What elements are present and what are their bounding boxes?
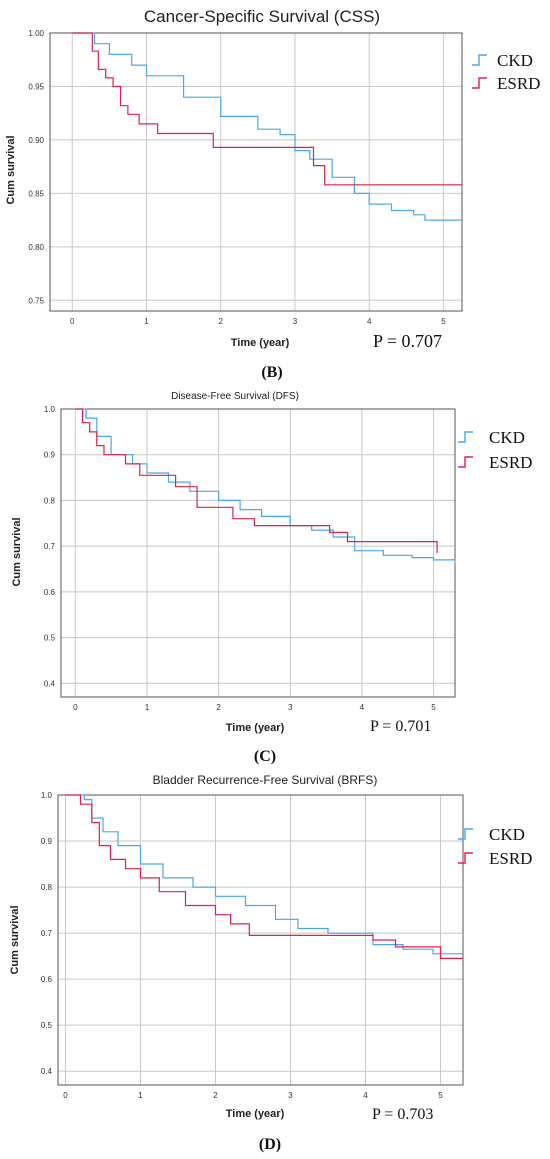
x-tick-label: 2 xyxy=(216,703,221,712)
survival-curve-ckd xyxy=(65,794,463,955)
survival-curve-esrd xyxy=(72,32,462,186)
chart-title: Cancer-Specific Survival (CSS) xyxy=(144,7,380,26)
x-axis-label: Time (year) xyxy=(226,1108,285,1120)
x-tick-label: 1 xyxy=(144,317,149,326)
y-axis-label: Cum survival xyxy=(11,517,23,586)
y-tick-label: 0.95 xyxy=(28,82,44,91)
y-tick-label: 0.6 xyxy=(44,588,56,597)
panel-label: (D) xyxy=(259,1136,281,1153)
legend-label-ckd: CKD xyxy=(489,825,525,844)
chart-panel-2: Disease-Free Survival (DFS) 1.0 0.9 0.8 0.7 0… xyxy=(11,391,532,765)
y-tick-label: 0.4 xyxy=(41,1067,53,1076)
legend-swatch-esrd xyxy=(458,852,473,864)
chart-panel-1: Cancer-Specific Survival (CSS) 1.00 0.95 0.… xyxy=(5,7,540,381)
y-tick-label: 0.4 xyxy=(44,679,56,688)
x-tick-label: 2 xyxy=(213,1091,218,1100)
x-tick-label: 4 xyxy=(363,1091,368,1100)
y-tick-label: 0.7 xyxy=(44,542,56,551)
legend-swatch-ckd xyxy=(458,431,473,443)
legend-label-esrd: ESRD xyxy=(489,849,532,868)
y-tick-label: 0.6 xyxy=(41,975,53,984)
plot-frame xyxy=(57,794,464,1086)
x-tick-label: 1 xyxy=(145,703,150,712)
x-axis-label: Time (year) xyxy=(231,337,290,349)
panel-label: (C) xyxy=(254,748,276,765)
x-tick-label: 5 xyxy=(438,1091,443,1100)
x-tick-label: 0 xyxy=(63,1091,68,1100)
y-tick-label: 0.9 xyxy=(44,451,56,460)
chart-title: Disease-Free Survival (DFS) xyxy=(171,391,299,402)
plot-frame xyxy=(49,32,463,312)
y-tick-label: 1.0 xyxy=(41,791,53,800)
legend-label-esrd: ESRD xyxy=(489,453,532,472)
x-tick-label: 5 xyxy=(441,317,446,326)
y-axis-label: Cum survival xyxy=(5,135,17,204)
legend-label-esrd: ESRD xyxy=(497,74,540,93)
x-tick-label: 4 xyxy=(360,703,365,712)
x-tick-label: 3 xyxy=(288,703,293,712)
y-tick-label: 0.75 xyxy=(28,296,44,305)
x-tick-label: 5 xyxy=(431,703,436,712)
x-tick-label: 3 xyxy=(293,317,298,326)
x-tick-label: 4 xyxy=(367,317,372,326)
x-tick-label: 2 xyxy=(219,317,224,326)
y-tick-label: 0.7 xyxy=(41,929,53,938)
x-tick-label: 1 xyxy=(138,1091,143,1100)
y-tick-label: 0.5 xyxy=(44,634,56,643)
chart-panel-3: Bladder Recurrence-Free Survival (BRFS) 1… xyxy=(9,773,532,1153)
p-value: P = 0.703 xyxy=(372,1106,433,1123)
panel-label: (B) xyxy=(261,364,282,381)
y-axis-label: Cum survival xyxy=(9,905,21,974)
survival-curve-esrd xyxy=(75,408,438,553)
y-tick-label: 0.85 xyxy=(28,189,44,198)
legend-label-ckd: CKD xyxy=(489,428,525,447)
legend-swatch-esrd xyxy=(472,77,487,89)
plot-frame xyxy=(60,408,456,698)
y-tick-label: 0.80 xyxy=(28,243,44,252)
survival-curve-ckd xyxy=(75,408,456,564)
survival-curve-ckd xyxy=(72,32,462,221)
x-tick-label: 0 xyxy=(70,317,75,326)
y-tick-label: 0.8 xyxy=(44,496,56,505)
p-value: P = 0.707 xyxy=(373,331,442,351)
legend-swatch-ckd xyxy=(472,54,487,66)
y-tick-label: 0.8 xyxy=(41,883,53,892)
y-tick-label: 0.90 xyxy=(28,136,44,145)
legend-swatch-ckd xyxy=(458,828,473,840)
y-tick-label: 0.5 xyxy=(41,1021,53,1030)
x-axis-label: Time (year) xyxy=(226,722,285,734)
y-tick-label: 1.0 xyxy=(44,405,56,414)
survival-curve-esrd xyxy=(65,794,463,959)
y-tick-label: 0.9 xyxy=(41,837,53,846)
legend-swatch-esrd xyxy=(458,456,473,468)
x-tick-label: 0 xyxy=(73,703,78,712)
p-value: P = 0.701 xyxy=(370,718,431,735)
x-tick-label: 3 xyxy=(288,1091,293,1100)
y-tick-label: 1.00 xyxy=(28,29,44,38)
chart-title: Bladder Recurrence-Free Survival (BRFS) xyxy=(153,773,378,787)
legend-label-ckd: CKD xyxy=(497,51,533,70)
